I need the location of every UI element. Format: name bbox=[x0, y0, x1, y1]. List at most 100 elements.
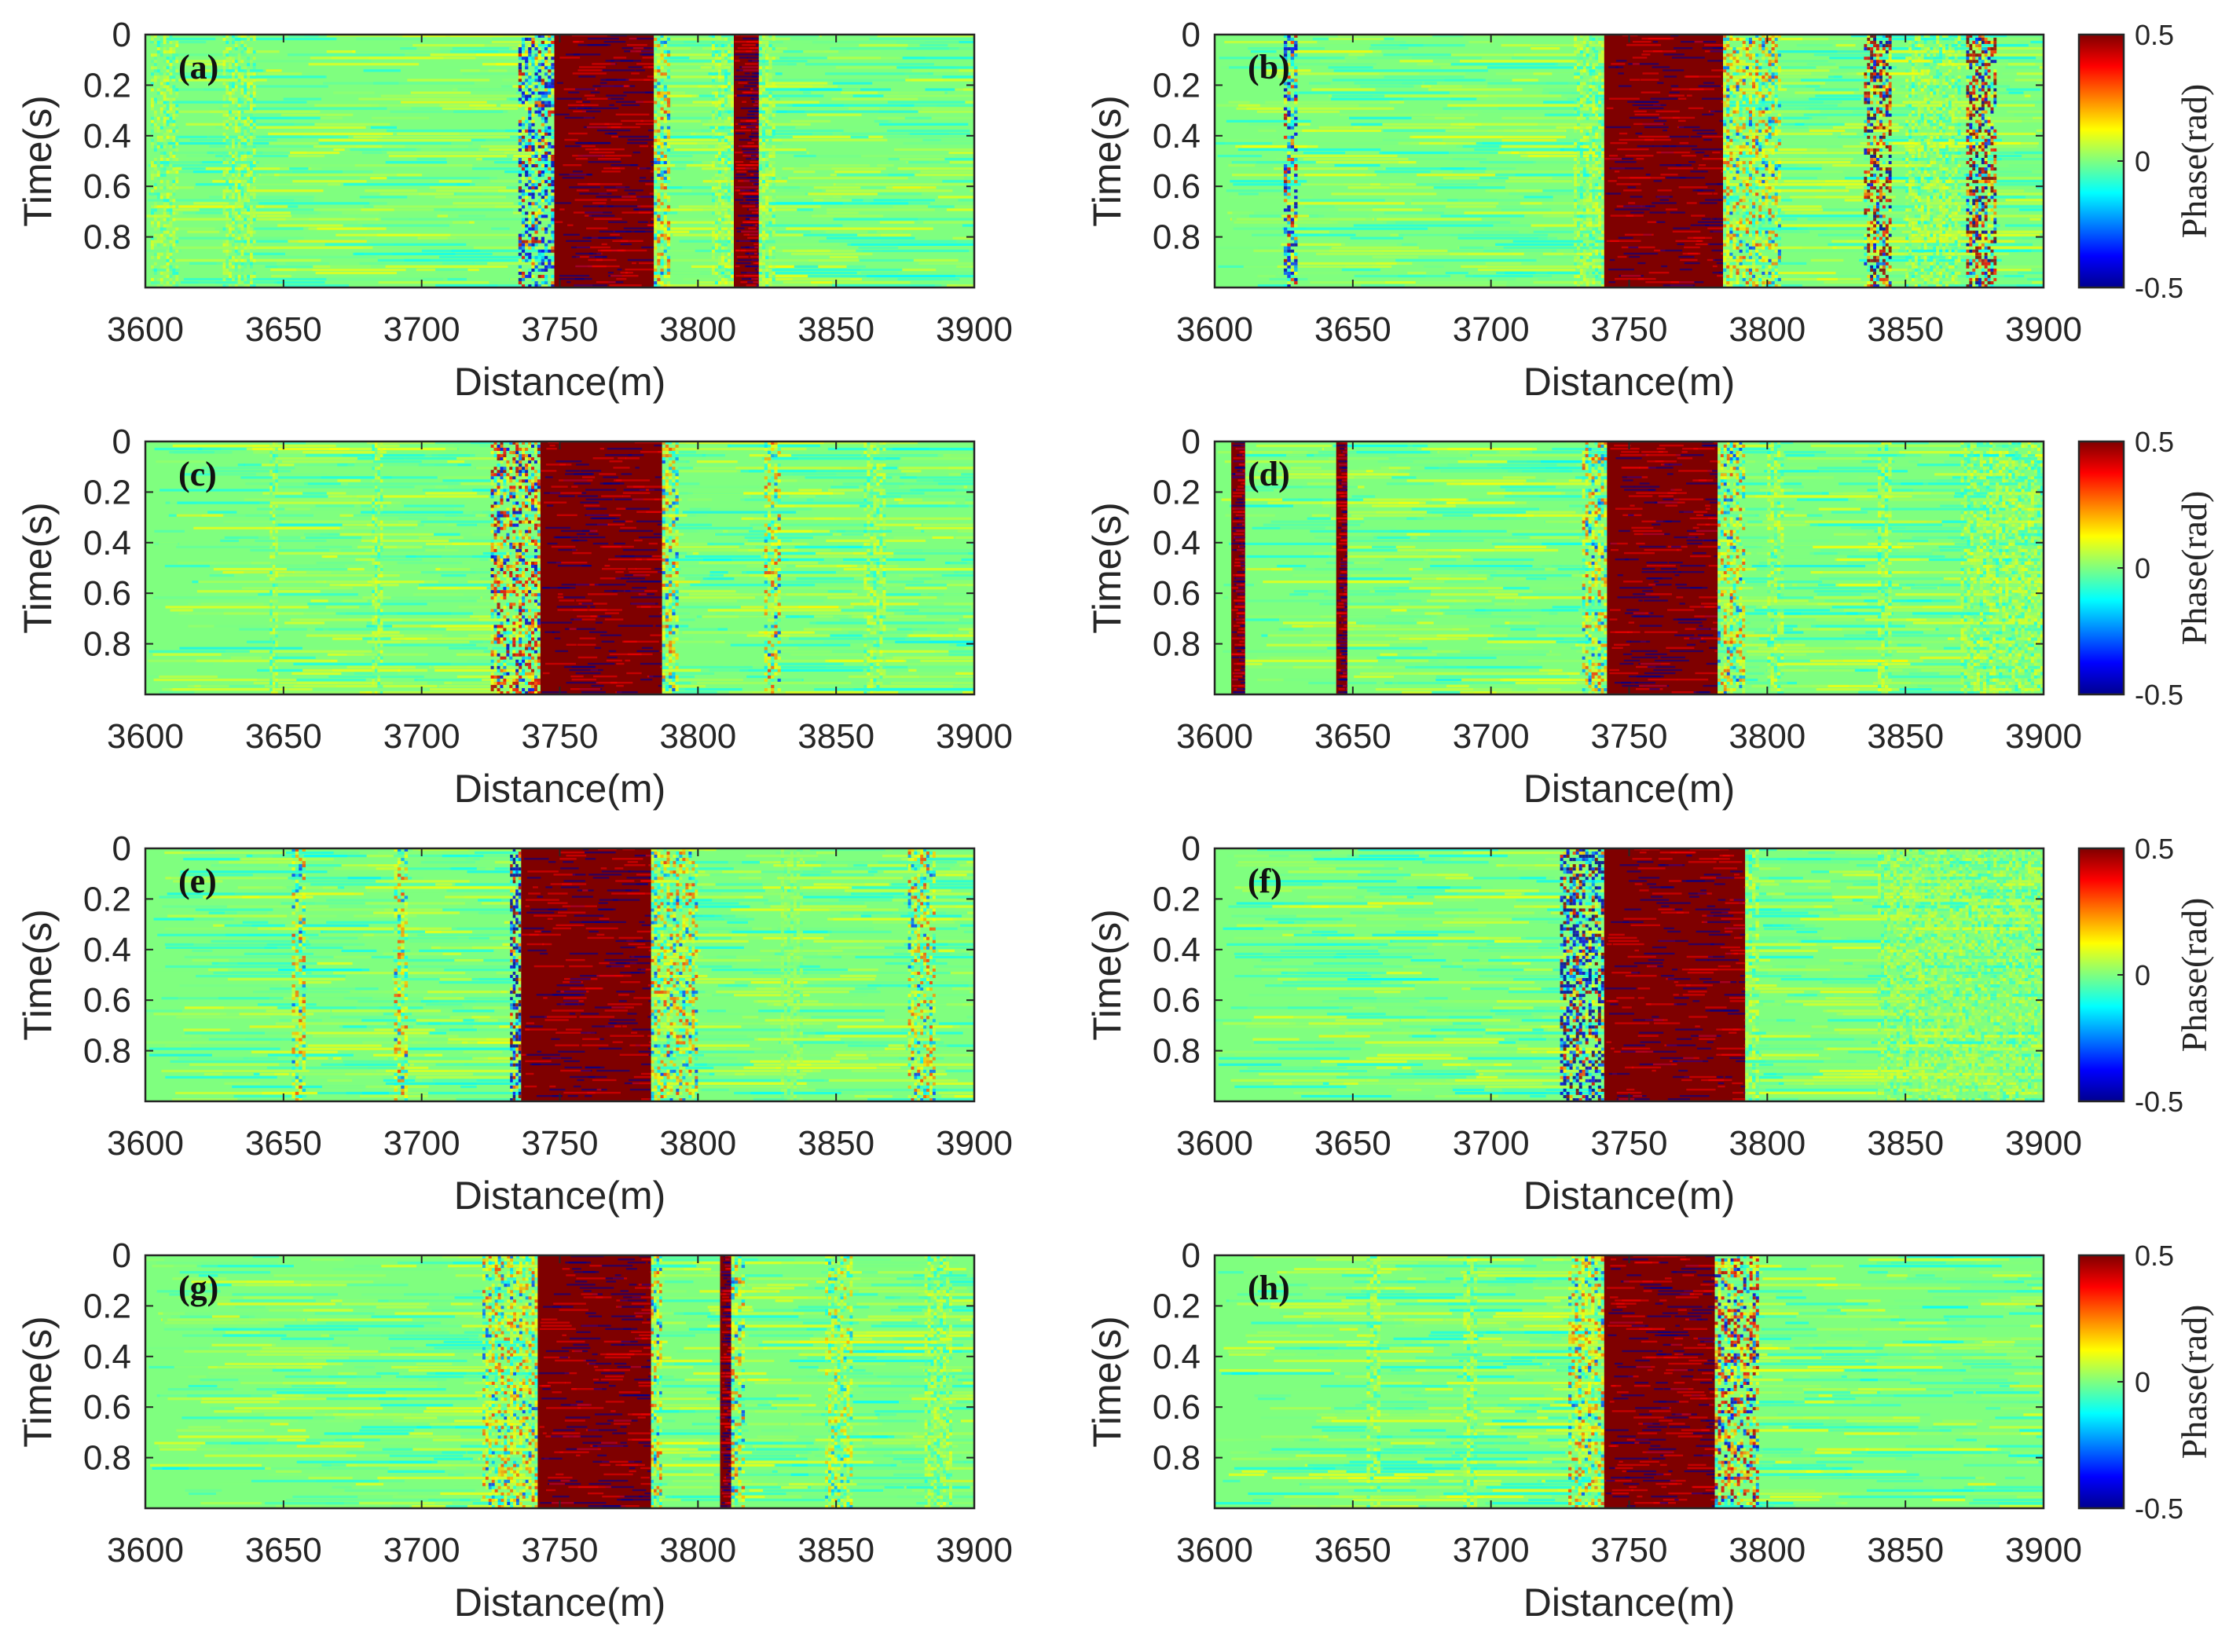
noisy-band-cell bbox=[661, 272, 664, 275]
noisy-band-cell bbox=[544, 196, 548, 199]
noisy-band-cell bbox=[151, 222, 154, 225]
noisy-band-cell bbox=[661, 152, 664, 155]
noisy-band-cell bbox=[541, 158, 544, 161]
noisy-band-cell bbox=[223, 126, 226, 130]
solid-band-streak bbox=[651, 218, 654, 220]
noisy-band-cell bbox=[247, 117, 250, 120]
solid-band-streak bbox=[639, 211, 654, 213]
noisy-band-cell bbox=[238, 104, 241, 108]
noisy-band-cell bbox=[664, 158, 667, 161]
noisy-band-cell bbox=[548, 69, 551, 72]
noisy-band-cell bbox=[731, 281, 734, 284]
noisy-band-cell bbox=[724, 53, 728, 57]
noisy-band-cell bbox=[759, 95, 762, 98]
noisy-band-cell bbox=[759, 38, 762, 41]
noisy-band-cell bbox=[223, 111, 226, 114]
noisy-band-cell bbox=[525, 192, 528, 196]
noisy-band-cell bbox=[238, 114, 241, 117]
solid-band-streak bbox=[621, 244, 632, 245]
noisy-band-cell bbox=[229, 152, 232, 155]
noisy-band-cell bbox=[772, 72, 775, 75]
noisy-band-cell bbox=[225, 120, 229, 123]
noisy-band-cell bbox=[244, 275, 247, 278]
solid-band-streak bbox=[750, 218, 758, 220]
noisy-band-cell bbox=[235, 123, 238, 126]
solid-band-streak bbox=[735, 60, 740, 61]
noisy-band-cell bbox=[535, 281, 538, 284]
noisy-band-cell bbox=[519, 44, 522, 47]
noisy-band-cell bbox=[167, 180, 170, 183]
noisy-band-cell bbox=[762, 208, 765, 211]
noisy-band-cell bbox=[519, 208, 522, 211]
solid-band-streak bbox=[563, 234, 580, 236]
noisy-band-cell bbox=[154, 158, 157, 161]
noisy-band-cell bbox=[715, 101, 718, 104]
noise-streak bbox=[259, 202, 370, 204]
noisy-band-cell bbox=[715, 247, 718, 250]
noisy-band-cell bbox=[657, 82, 660, 85]
noise-streak bbox=[418, 98, 450, 101]
noisy-band-cell bbox=[718, 136, 721, 139]
noisy-band-cell bbox=[235, 259, 238, 262]
noisy-band-cell bbox=[151, 53, 154, 57]
noisy-band-cell bbox=[157, 130, 160, 133]
noisy-band-cell bbox=[160, 167, 163, 170]
noise-streak bbox=[849, 108, 879, 110]
solid-band-streak bbox=[594, 218, 622, 220]
noisy-band-cell bbox=[253, 272, 256, 275]
noisy-band-cell bbox=[728, 50, 731, 53]
noise-streak bbox=[765, 183, 834, 185]
noisy-band-cell bbox=[170, 130, 173, 133]
noisy-band-cell bbox=[223, 155, 226, 158]
solid-band-streak bbox=[735, 53, 757, 55]
noisy-band-cell bbox=[541, 237, 544, 240]
noisy-band-cell bbox=[541, 155, 544, 158]
noisy-band-cell bbox=[541, 114, 544, 117]
noisy-band-cell bbox=[235, 222, 238, 225]
noisy-band-cell bbox=[664, 211, 667, 214]
noisy-band-cell bbox=[768, 262, 772, 266]
noisy-band-cell bbox=[541, 240, 544, 244]
noise-streak bbox=[237, 126, 366, 129]
noisy-band-cell bbox=[712, 269, 715, 272]
noisy-band-cell bbox=[759, 79, 762, 82]
noisy-band-cell bbox=[548, 79, 551, 82]
noisy-band-cell bbox=[721, 244, 724, 247]
noisy-band-cell bbox=[247, 142, 250, 145]
solid-band-streak bbox=[632, 262, 636, 264]
noisy-band-cell bbox=[223, 244, 226, 247]
noisy-band-cell bbox=[664, 161, 667, 164]
noisy-band-cell bbox=[163, 231, 167, 234]
noisy-band-cell bbox=[157, 253, 160, 256]
noisy-band-cell bbox=[657, 170, 660, 174]
noisy-band-cell bbox=[247, 95, 250, 98]
noise-streak bbox=[309, 63, 420, 65]
noisy-band-cell bbox=[768, 155, 772, 158]
noisy-band-cell bbox=[167, 161, 170, 164]
noisy-band-cell bbox=[167, 256, 170, 259]
noisy-band-cell bbox=[551, 186, 554, 189]
noisy-band-cell bbox=[544, 57, 548, 60]
noise-streak bbox=[270, 269, 405, 271]
noisy-band-cell bbox=[551, 57, 554, 60]
noisy-band-cell bbox=[664, 95, 667, 98]
noisy-band-cell bbox=[551, 111, 554, 114]
noisy-band-cell bbox=[519, 69, 522, 72]
solid-band-streak bbox=[588, 161, 621, 163]
noisy-band-cell bbox=[765, 108, 768, 111]
noisy-band-cell bbox=[765, 130, 768, 133]
noisy-band-cell bbox=[541, 101, 544, 104]
noise-streak bbox=[356, 38, 426, 40]
noisy-band-cell bbox=[241, 253, 244, 256]
noisy-band-cell bbox=[544, 214, 548, 218]
noisy-band-cell bbox=[762, 47, 765, 50]
noisy-band-cell bbox=[223, 196, 226, 199]
noisy-band-cell bbox=[175, 44, 178, 47]
noisy-band-cell bbox=[244, 158, 247, 161]
noisy-band-cell bbox=[654, 211, 657, 214]
noisy-band-cell bbox=[544, 139, 548, 142]
noisy-band-cell bbox=[172, 164, 175, 167]
noisy-band-cell bbox=[525, 60, 528, 63]
noisy-band-cell bbox=[531, 136, 534, 139]
noisy-band-cell bbox=[531, 214, 534, 218]
